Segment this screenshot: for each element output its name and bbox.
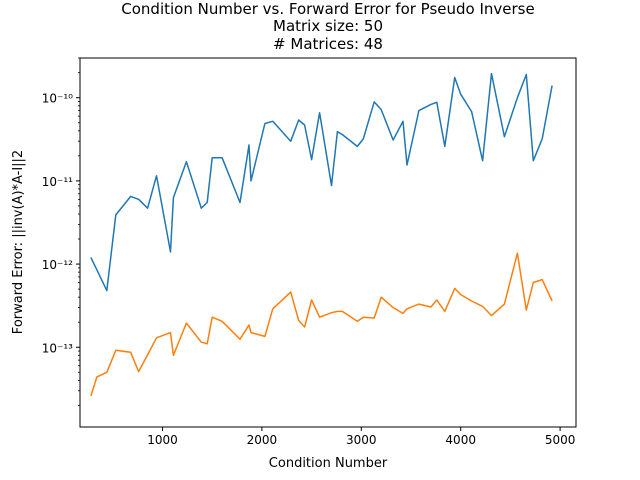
y-tick-label: 10⁻¹⁰ bbox=[42, 92, 73, 106]
x-tick-label: 1000 bbox=[147, 433, 178, 447]
x-tick-label: 5000 bbox=[545, 433, 576, 447]
y-tick-label: 10⁻¹³ bbox=[42, 341, 73, 355]
series-line-2 bbox=[90, 252, 553, 397]
y-axis-label: Forward Error: ||inv(A)*A-I||2 bbox=[11, 150, 26, 334]
x-tick-label: 3000 bbox=[346, 433, 377, 447]
x-axis-label: Condition Number bbox=[269, 456, 388, 471]
x-tick-label: 2000 bbox=[247, 433, 278, 447]
plot-frame bbox=[79, 57, 577, 428]
chart-subtitle-matrix-count: # Matrices: 48 bbox=[273, 35, 383, 53]
chart-title: Condition Number vs. Forward Error for P… bbox=[121, 0, 534, 18]
y-axis: 10⁻¹³ 10⁻¹² 10⁻¹¹ 10⁻¹⁰ bbox=[42, 57, 80, 406]
chart-subtitle-matrix-size: Matrix size: 50 bbox=[273, 17, 383, 35]
x-tick-label: 4000 bbox=[445, 433, 476, 447]
series-line-1 bbox=[90, 72, 553, 292]
x-axis: 1000 2000 3000 4000 5000 bbox=[147, 427, 575, 447]
y-tick-label: 10⁻¹² bbox=[42, 258, 73, 272]
series-layer bbox=[90, 72, 553, 397]
y-tick-label: 10⁻¹¹ bbox=[42, 175, 73, 189]
